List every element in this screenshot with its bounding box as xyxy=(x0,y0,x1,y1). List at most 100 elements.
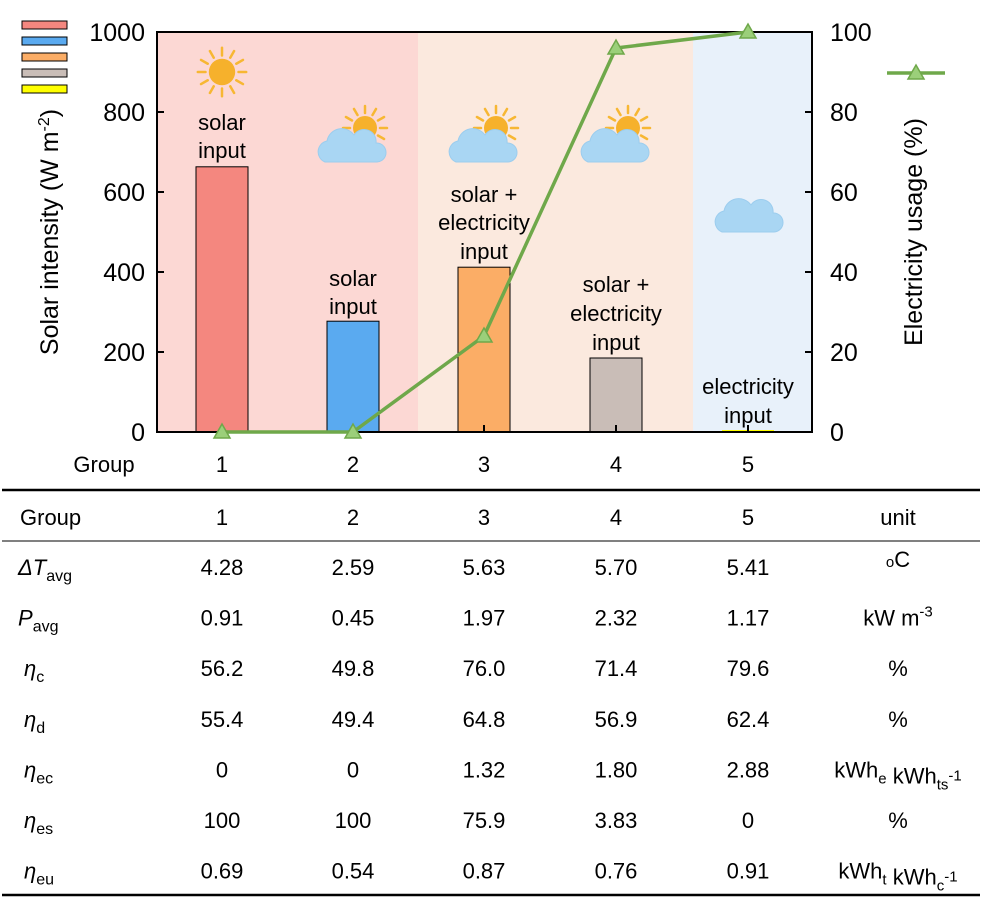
electricity-point xyxy=(738,22,758,39)
sun-ray xyxy=(607,115,617,122)
y-axis-label: Solar intensity (W m-2) xyxy=(36,109,64,355)
table-unit-cell: kWht kWhc-1 xyxy=(838,859,957,895)
y-tick-label: 0 xyxy=(131,419,145,447)
y2-tick-label: 60 xyxy=(830,179,858,207)
annotation-label: electricity xyxy=(702,374,794,399)
table-cell: 100 xyxy=(204,808,241,833)
table-cell: 0 xyxy=(742,808,754,833)
sun-ray xyxy=(208,85,215,95)
legend-marker xyxy=(906,63,926,80)
sun-icon xyxy=(196,46,248,98)
table-cell: 0 xyxy=(347,757,359,782)
table-cell: 0.91 xyxy=(727,859,770,884)
y2-tick-label: 80 xyxy=(830,99,858,127)
sun-ray xyxy=(502,107,509,117)
table-unit-cell: kWhe kWhts-1 xyxy=(834,757,961,793)
table-cell: 49.4 xyxy=(332,707,375,732)
table-row-label: ηc xyxy=(24,656,44,686)
table-cell: 2.32 xyxy=(595,606,638,631)
cloud-icon xyxy=(317,128,387,163)
table-cell: 4.28 xyxy=(201,555,244,580)
table-cell: 49.8 xyxy=(332,656,375,681)
y2-tick-label: 40 xyxy=(830,259,858,287)
sun-ray xyxy=(352,107,359,117)
cloud-icon xyxy=(580,128,650,163)
sun-ray xyxy=(229,85,236,95)
sun-disc xyxy=(208,58,236,86)
sun-ray xyxy=(483,107,490,117)
sun-ray xyxy=(235,58,245,65)
table-cell: 2.59 xyxy=(332,555,375,580)
cloud-shape xyxy=(317,128,387,163)
y2-tick-label: 0 xyxy=(830,419,844,447)
table-cell: 0.87 xyxy=(463,859,506,884)
table-cell: 0.91 xyxy=(201,606,244,631)
annotation-label: electricity xyxy=(438,210,530,235)
cloud-shape xyxy=(714,198,784,233)
bar-group-1 xyxy=(195,166,249,433)
table-row-label: ηes xyxy=(24,808,53,838)
table-header-cell: Group xyxy=(20,505,81,530)
sun-ray xyxy=(634,107,641,117)
table-unit-cell: kW m-3 xyxy=(863,604,933,631)
table-row-label: ηeu xyxy=(24,859,54,889)
sun-ray xyxy=(639,134,649,141)
legend-swatch-bar xyxy=(21,84,68,94)
table-header-cell: 1 xyxy=(216,505,228,530)
table-unit-cell: % xyxy=(888,808,908,833)
table-cell: 100 xyxy=(335,808,372,833)
table-cell: 62.4 xyxy=(727,707,770,732)
cloud-icon xyxy=(714,198,784,233)
cloud-shape xyxy=(448,128,518,163)
x-axis-label: Group xyxy=(73,452,134,477)
table-cell: 75.9 xyxy=(463,808,506,833)
sun-ray xyxy=(229,49,236,59)
table-cell: 0.69 xyxy=(201,859,244,884)
bar-group-2 xyxy=(326,320,380,433)
table-cell: 1.17 xyxy=(727,606,770,631)
table-unit-cell: % xyxy=(888,656,908,681)
sun-ray xyxy=(507,134,517,141)
table-row-label: ΔTavg xyxy=(17,555,72,585)
sun-ray xyxy=(199,58,209,65)
annotation-label: input xyxy=(329,294,377,319)
table-cell: 1.80 xyxy=(595,757,638,782)
table-cell: 5.41 xyxy=(727,555,770,580)
electricity-point xyxy=(212,422,232,439)
table-cell: 79.6 xyxy=(727,656,770,681)
table-cell: 64.8 xyxy=(463,707,506,732)
cloud-shape xyxy=(580,128,650,163)
annotation-label: solar + xyxy=(451,182,518,207)
y-tick-label: 400 xyxy=(103,259,145,287)
x-tick-label: 1 xyxy=(216,452,228,477)
x-tick-label: 5 xyxy=(742,452,754,477)
table-cell: 3.83 xyxy=(595,808,638,833)
table-cell: 5.63 xyxy=(463,555,506,580)
sun-ray xyxy=(208,49,215,59)
legend-swatch-bar xyxy=(21,52,68,62)
table-cell: 1.32 xyxy=(463,757,506,782)
sun-ray xyxy=(507,115,517,122)
annotation-label: electricity xyxy=(570,301,662,326)
sun-ray xyxy=(376,115,386,122)
annotation-label: input xyxy=(460,239,508,264)
table-cell: 0.45 xyxy=(332,606,375,631)
annotation-label: input xyxy=(592,330,640,355)
table-row-label: Pavg xyxy=(18,606,58,636)
legend-swatch-bar xyxy=(21,68,68,78)
table-header-cell: unit xyxy=(880,505,915,530)
table-unit-cell: % xyxy=(888,707,908,732)
y2-axis-label: Electricity usage (%) xyxy=(900,118,928,346)
y-tick-label: 1000 xyxy=(89,19,145,47)
sun-ray xyxy=(371,107,378,117)
sun-ray xyxy=(344,115,354,122)
y-tick-label: 600 xyxy=(103,179,145,207)
x-tick-label: 4 xyxy=(610,452,622,477)
table-cell: 76.0 xyxy=(463,656,506,681)
table-header-cell: 2 xyxy=(347,505,359,530)
table-row-label: ηec xyxy=(24,757,53,787)
cloud-icon xyxy=(448,128,518,163)
table-row-label: ηd xyxy=(24,707,45,737)
